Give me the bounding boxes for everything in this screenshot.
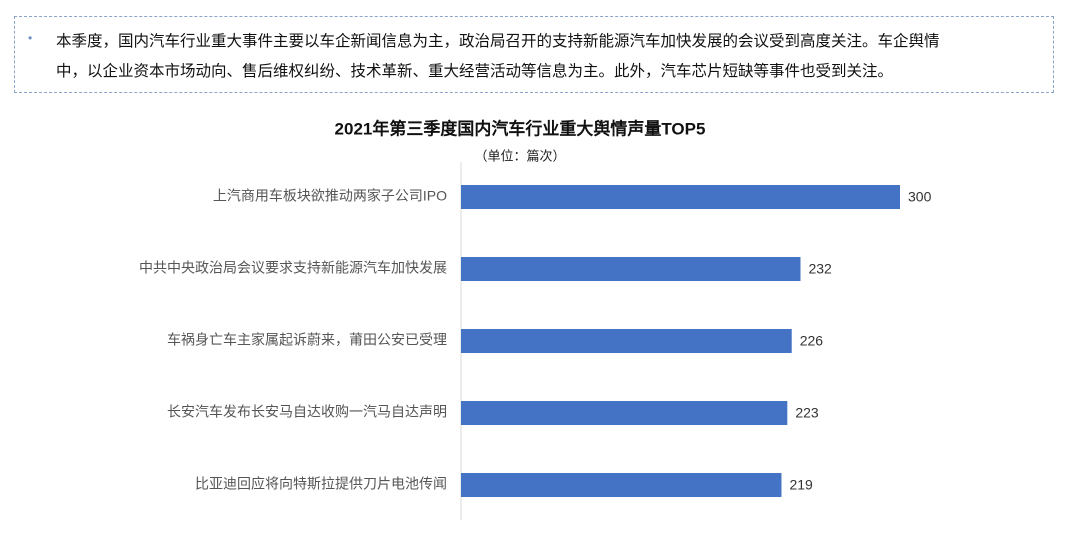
value-label: 219: [789, 477, 813, 493]
category-label: 车祸身亡车主家属起诉蔚来，莆田公安已受理: [167, 332, 447, 348]
category-label: 长安汽车发布长安马自达收购一汽马自达声明: [167, 404, 447, 420]
note-line: 本季度，国内汽车行业重大事件主要以车企新闻信息为主，政治局召开的支持新能源汽车加…: [56, 33, 940, 50]
value-label: 232: [808, 261, 832, 277]
value-label: 226: [800, 333, 824, 349]
bar: [461, 473, 782, 497]
chart-title: 2021年第三季度国内汽车行业重大舆情声量TOP5: [335, 118, 706, 138]
bar: [461, 185, 900, 209]
chart-subtitle: （单位：篇次）: [474, 148, 565, 163]
bullet: •: [28, 31, 33, 45]
category-label: 中共中央政治局会议要求支持新能源汽车加快发展: [139, 260, 447, 276]
bar: [461, 257, 801, 281]
category-label: 比亚迪回应将向特斯拉提供刀片电池传闻: [195, 476, 447, 492]
note-line: 中，以企业资本市场动向、售后维权纠纷、技术革新、重大经营活动等信息为主。此外，汽…: [56, 63, 894, 80]
value-label: 300: [908, 189, 932, 205]
bar: [461, 401, 788, 425]
category-label: 上汽商用车板块欲推动两家子公司IPO: [213, 188, 447, 204]
value-label: 223: [795, 405, 819, 421]
note-box: • 本季度，国内汽车行业重大事件主要以车企新闻信息为主，政治局召开的支持新能源汽…: [14, 16, 1054, 93]
bar: [461, 329, 792, 353]
